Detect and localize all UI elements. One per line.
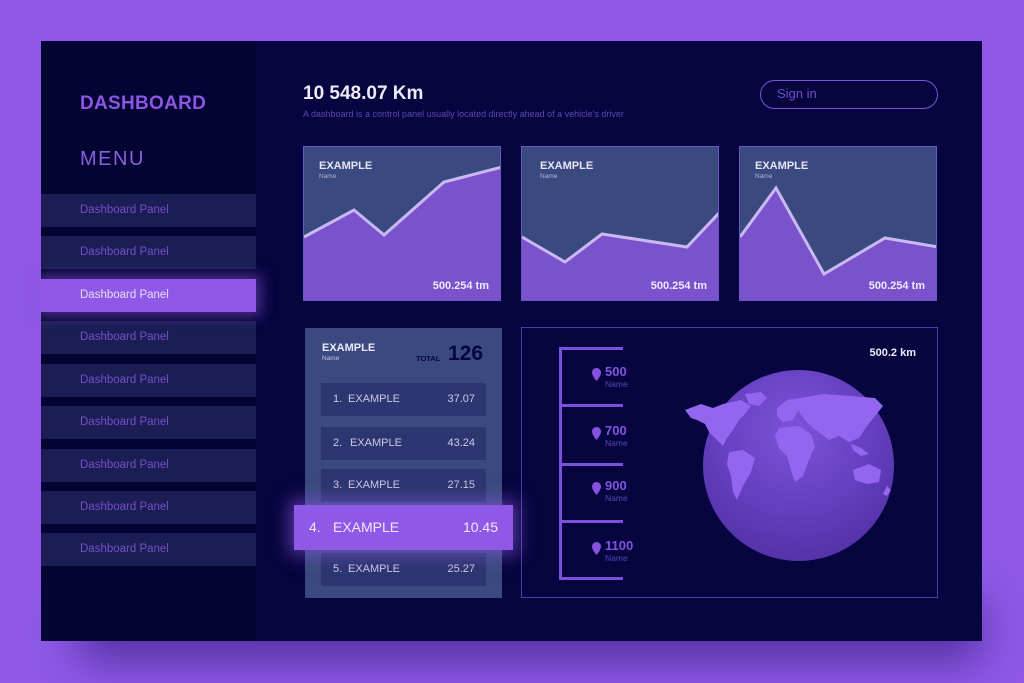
list-title: EXAMPLE	[322, 342, 376, 354]
stop-value: 1100	[605, 538, 634, 553]
page-subtitle: A dashboard is a control panel usually l…	[303, 109, 624, 119]
map-pin-icon	[592, 427, 601, 440]
sidebar-item-dashboard-panel-8[interactable]: Dashboard Panel	[41, 491, 256, 524]
timeline-tick	[562, 520, 623, 523]
card-title: EXAMPLE	[755, 160, 809, 172]
list-row-5[interactable]: 5. EXAMPLE 25.27	[321, 553, 486, 586]
stop-value: 700	[605, 423, 627, 438]
page-title: 10 548.07 Km	[303, 83, 424, 104]
area-chart-1	[304, 165, 500, 300]
map-pin-icon	[592, 368, 601, 381]
map-distance: 500.2 km	[869, 347, 916, 359]
stat-card-1[interactable]: EXAMPLE Name 500.254 tm	[303, 146, 501, 301]
timeline-tick	[562, 577, 623, 580]
row-value: 37.07	[447, 393, 475, 405]
menu-heading: MENU	[80, 148, 145, 170]
sidebar: DASHBOARD MENU Dashboard Panel Dashboard…	[41, 41, 256, 641]
card-subtitle: Name	[319, 173, 337, 180]
world-map-panel: 500 Name 700 Name 900 Name 1100 Name 500…	[521, 327, 938, 598]
list-row-1[interactable]: 1. EXAMPLE 37.07	[321, 383, 486, 416]
sidebar-item-dashboard-panel-7[interactable]: Dashboard Panel	[41, 449, 256, 482]
card-title: EXAMPLE	[319, 160, 373, 172]
map-pin-icon	[592, 482, 601, 495]
card-title: EXAMPLE	[540, 160, 594, 172]
timeline-tick	[562, 347, 623, 350]
sidebar-item-dashboard-panel-2[interactable]: Dashboard Panel	[41, 236, 256, 269]
total-value: 126	[448, 342, 484, 365]
card-subtitle: Name	[755, 173, 773, 180]
row-value: 25.27	[447, 563, 475, 575]
timeline-tick	[562, 463, 623, 466]
card-value: 500.254 tm	[868, 280, 925, 292]
world-map-icon	[685, 392, 891, 500]
list-row-3[interactable]: 3. EXAMPLE 27.15	[321, 469, 486, 502]
row-label: EXAMPLE	[348, 563, 400, 575]
stop-name: Name	[605, 493, 628, 503]
map-pin-icon	[592, 542, 601, 555]
sign-in-button[interactable]: Sign in	[760, 80, 938, 109]
sidebar-item-dashboard-panel-3[interactable]: Dashboard Panel	[41, 279, 256, 312]
list-subtitle: Name	[322, 355, 340, 362]
row-index: 1.	[333, 393, 343, 405]
row-label: EXAMPLE	[348, 479, 400, 491]
ranking-list-panel: EXAMPLE Name TOTAL 126 1. EXAMPLE 37.07 …	[294, 328, 513, 598]
row-label: EXAMPLE	[350, 437, 402, 449]
sidebar-item-dashboard-panel-5[interactable]: Dashboard Panel	[41, 364, 256, 397]
sidebar-item-dashboard-panel-4[interactable]: Dashboard Panel	[41, 321, 256, 354]
card-subtitle: Name	[540, 173, 558, 180]
row-label: EXAMPLE	[348, 393, 400, 405]
card-value: 500.254 tm	[650, 280, 707, 292]
distance-timeline: 500 Name 700 Name 900 Name 1100 Name	[559, 347, 633, 580]
row-index: 2.	[333, 437, 343, 449]
sidebar-item-dashboard-panel-1[interactable]: Dashboard Panel	[41, 194, 256, 227]
list-row-4-selected[interactable]: 4. EXAMPLE 10.45	[294, 505, 513, 550]
timeline-tick	[562, 404, 623, 407]
area-chart-2	[522, 211, 718, 300]
area-chart-3	[740, 185, 936, 300]
stop-name: Name	[605, 553, 628, 563]
stop-value: 900	[605, 478, 627, 493]
sidebar-item-dashboard-panel-9[interactable]: Dashboard Panel	[41, 533, 256, 566]
stop-name: Name	[605, 379, 628, 389]
row-value: 27.15	[447, 479, 475, 491]
list-row-2[interactable]: 2. EXAMPLE 43.24	[321, 427, 486, 460]
globe	[685, 370, 894, 561]
row-index: 3.	[333, 479, 343, 491]
row-value: 43.24	[447, 437, 475, 449]
total-label: TOTAL	[416, 354, 441, 363]
stat-card-2[interactable]: EXAMPLE Name 500.254 tm	[521, 146, 719, 301]
stop-value: 500	[605, 364, 627, 379]
card-value: 500.254 tm	[432, 280, 489, 292]
dashboard-window: DASHBOARD MENU Dashboard Panel Dashboard…	[41, 41, 982, 641]
stop-name: Name	[605, 438, 628, 448]
row-index: 4.	[309, 519, 321, 535]
row-index: 5.	[333, 563, 343, 575]
row-value: 10.45	[462, 519, 498, 535]
brand-title: DASHBOARD	[80, 93, 207, 114]
stat-card-3[interactable]: EXAMPLE Name 500.254 tm	[739, 146, 937, 301]
row-label: EXAMPLE	[333, 519, 400, 535]
sidebar-item-dashboard-panel-6[interactable]: Dashboard Panel	[41, 406, 256, 439]
